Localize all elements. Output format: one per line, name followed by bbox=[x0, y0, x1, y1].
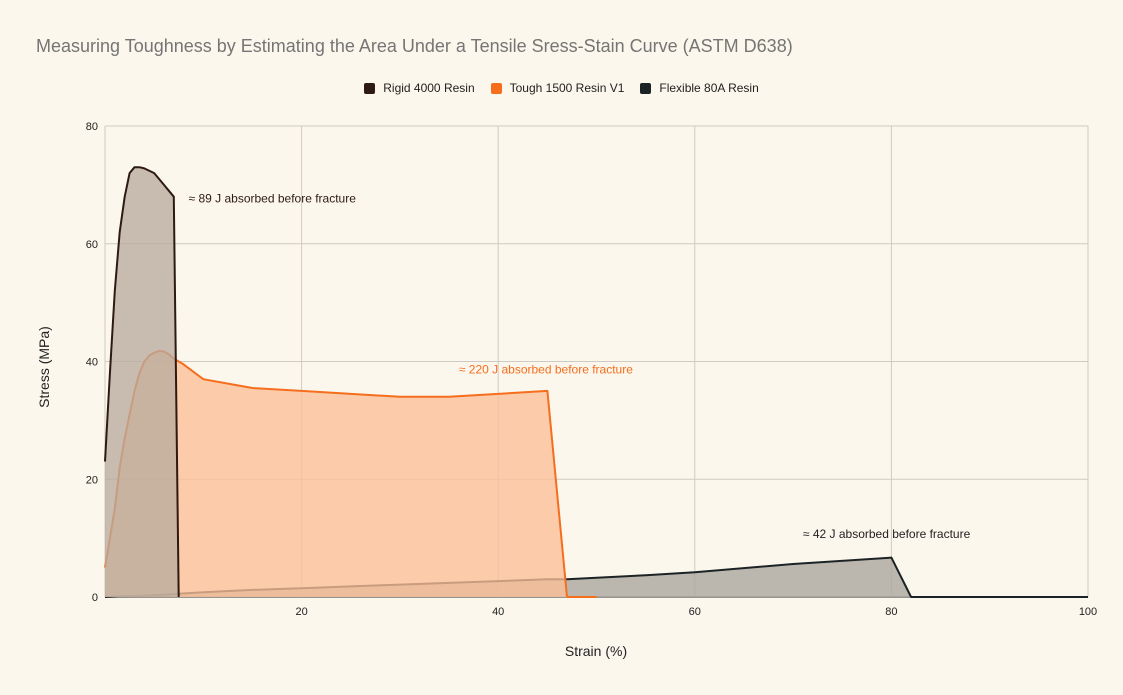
x-tick-label: 80 bbox=[885, 606, 897, 618]
y-tick-label: 0 bbox=[92, 592, 98, 604]
legend-label-flexible-80a: Flexible 80A Resin bbox=[659, 81, 759, 95]
y-tick-label: 20 bbox=[86, 474, 98, 486]
axis-ticks: 0 20 40 60 80 20 40 60 80 100 bbox=[86, 121, 1097, 618]
legend: Rigid 4000 Resin Tough 1500 Resin V1 Fle… bbox=[0, 81, 1123, 95]
legend-label-tough-1500: Tough 1500 Resin V1 bbox=[509, 81, 625, 95]
area-rigid-4000-resin bbox=[105, 167, 179, 597]
chart-title: Measuring Toughness by Estimating the Ar… bbox=[36, 36, 793, 56]
series-layer bbox=[104, 166, 1088, 598]
x-tick-label: 100 bbox=[1079, 606, 1097, 618]
y-tick-label: 80 bbox=[86, 121, 98, 133]
annotation-label: ≈ 220 J absorbed before fracture bbox=[459, 362, 633, 376]
x-tick-label: 20 bbox=[295, 606, 307, 618]
x-tick-label: 40 bbox=[492, 606, 504, 618]
series-rigid-4000-resin bbox=[104, 166, 180, 598]
legend-item-rigid-4000[interactable]: Rigid 4000 Resin bbox=[364, 81, 475, 95]
area-tough-1500-resin-v1 bbox=[105, 350, 597, 597]
legend-swatch-tough-1500 bbox=[490, 82, 502, 94]
legend-swatch-rigid-4000 bbox=[364, 82, 376, 94]
annotations: ≈ 89 J absorbed before fracture ≈ 220 J a… bbox=[189, 192, 971, 542]
annotation-label: ≈ 89 J absorbed before fracture bbox=[189, 192, 357, 206]
y-tick-label: 60 bbox=[86, 239, 98, 251]
legend-label-rigid-4000: Rigid 4000 Resin bbox=[383, 81, 475, 95]
y-axis-title: Stress (MPa) bbox=[36, 326, 52, 408]
legend-item-flexible-80a[interactable]: Flexible 80A Resin bbox=[640, 81, 759, 95]
annotation-label: ≈ 42 J absorbed before fracture bbox=[803, 527, 971, 541]
y-tick-label: 40 bbox=[86, 357, 98, 369]
line-rigid-4000-resin bbox=[104, 166, 180, 598]
legend-item-tough-1500[interactable]: Tough 1500 Resin V1 bbox=[490, 81, 625, 95]
legend-swatch-flexible-80a bbox=[640, 82, 652, 94]
x-axis-title: Strain (%) bbox=[565, 643, 627, 659]
x-tick-label: 60 bbox=[689, 606, 701, 618]
